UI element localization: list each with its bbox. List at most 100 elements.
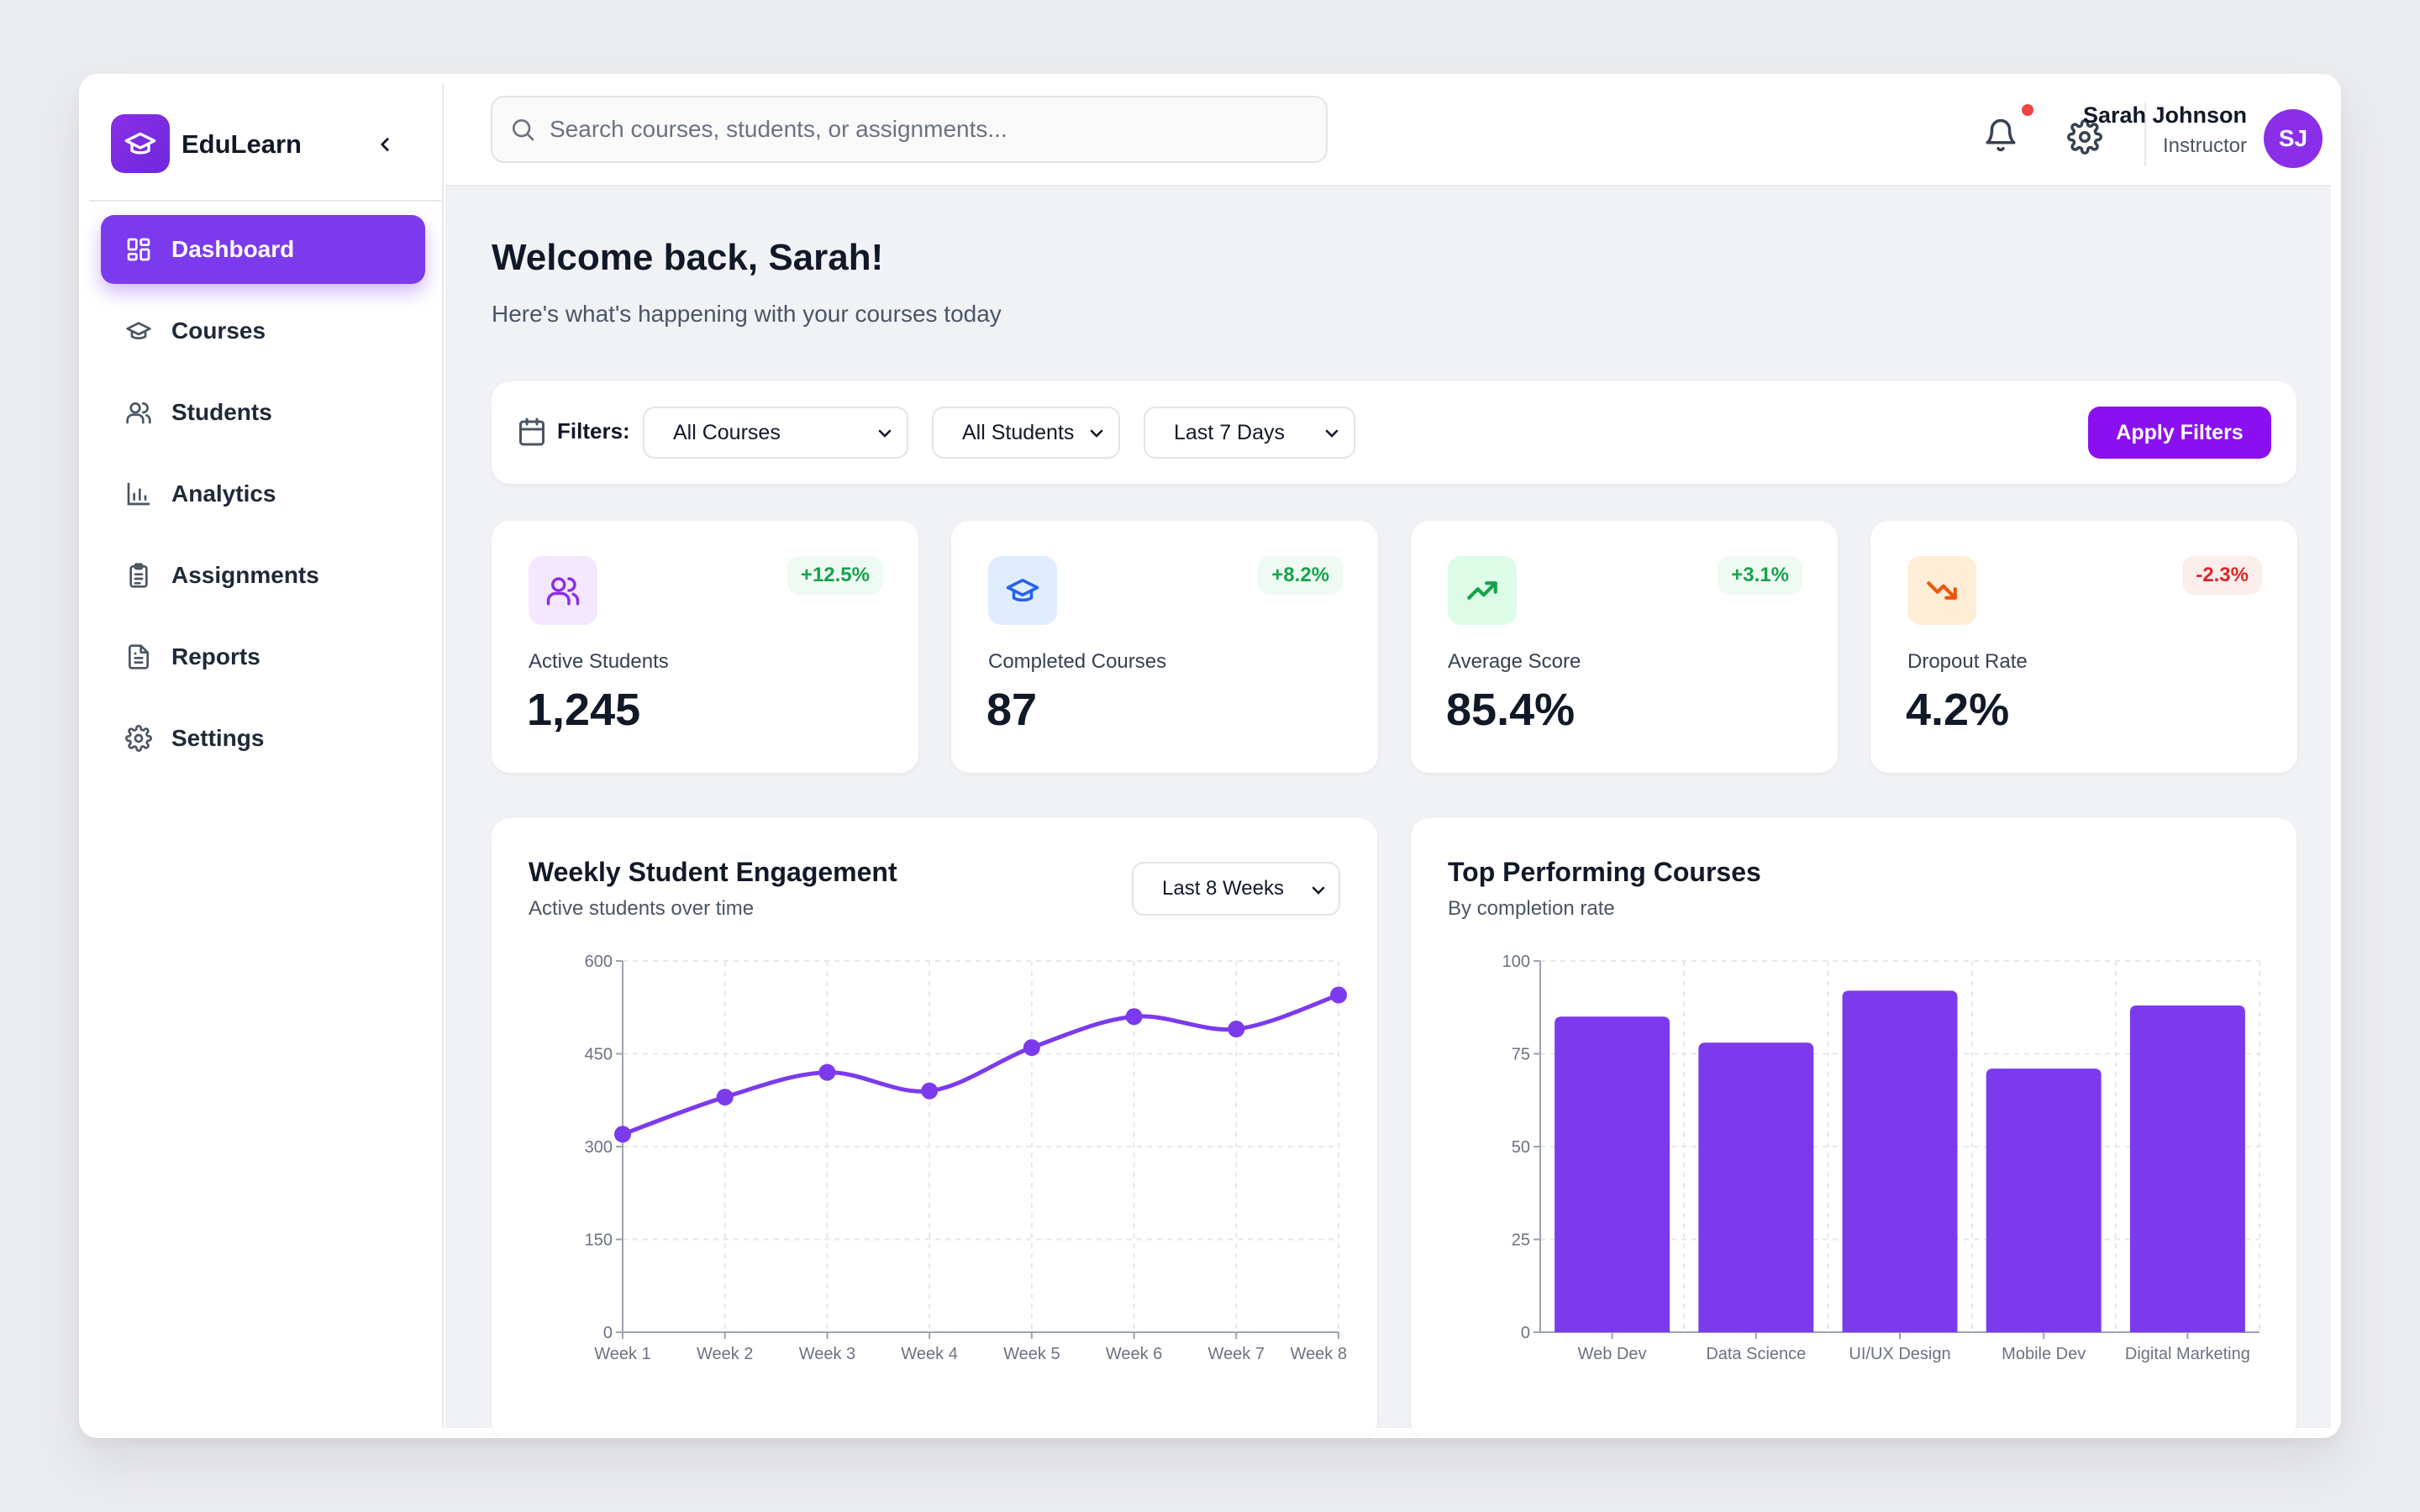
data-point	[1228, 1021, 1245, 1038]
top-bar: Sarah Johnson Instructor SJ	[445, 84, 2331, 186]
chart-title: Weekly Student Engagement	[529, 857, 897, 887]
bar	[1698, 1042, 1814, 1332]
stat-change-badge: -2.3%	[2182, 556, 2262, 595]
graduation-cap-icon	[988, 556, 1057, 625]
chevron-left-icon	[381, 138, 389, 151]
y-tick-label: 25	[1512, 1231, 1530, 1250]
users-icon	[124, 398, 153, 427]
sidebar-item-settings[interactable]: Settings	[101, 704, 425, 773]
sidebar-item-assignments[interactable]: Assignments	[101, 541, 425, 610]
students-filter-select[interactable]: All Students	[932, 407, 1120, 459]
stat-card-average-score: +3.1% Average Score 85.4%	[1411, 521, 1838, 773]
students-filter-value: All Students	[962, 420, 1075, 444]
data-point	[1330, 986, 1347, 1004]
search-icon	[513, 119, 534, 141]
bar	[2129, 1005, 2245, 1332]
engagement-chart-card: Weekly Student Engagement Active student…	[492, 818, 1377, 1438]
bell-icon	[1986, 118, 2016, 152]
engagement-range-select[interactable]: Last 8 Weeks	[1132, 862, 1340, 916]
x-tick-label: Mobile Dev	[2002, 1345, 2086, 1363]
x-tick-label: Week 3	[799, 1345, 855, 1363]
sidebar: EduLearn Dashboard Courses	[89, 84, 444, 1428]
data-point	[921, 1082, 939, 1100]
chevron-down-icon	[1312, 886, 1325, 895]
sidebar-item-label: Reports	[171, 643, 260, 669]
sidebar-item-reports[interactable]: Reports	[101, 622, 425, 691]
sidebar-item-courses[interactable]: Courses	[101, 297, 425, 365]
chart-title: Top Performing Courses	[1448, 857, 1761, 887]
chart-subtitle: By completion rate	[1448, 897, 1615, 920]
stat-change-badge: +3.1%	[1718, 556, 1802, 595]
apply-filters-button[interactable]: Apply Filters	[2088, 407, 2271, 459]
x-tick-label: Week 5	[1003, 1345, 1060, 1363]
y-tick-label: 300	[585, 1138, 613, 1157]
notification-dot	[2022, 104, 2033, 116]
stat-card-completed-courses: +8.2% Completed Courses 87	[951, 521, 1378, 773]
stat-value: 1,245	[527, 685, 641, 735]
stat-card-dropout-rate: -2.3% Dropout Rate 4.2%	[1870, 521, 2297, 773]
x-tick-label: Web Dev	[1578, 1345, 1647, 1363]
x-tick-label: Week 7	[1208, 1345, 1265, 1363]
y-tick-label: 100	[1502, 953, 1530, 971]
sidebar-item-analytics[interactable]: Analytics	[101, 459, 425, 528]
collapse-sidebar-button[interactable]	[366, 126, 403, 163]
x-tick-label: Week 1	[594, 1345, 650, 1363]
data-point	[1023, 1039, 1040, 1057]
stat-value: 4.2%	[1906, 685, 2010, 735]
top-courses-bar-chart: 0 25 50 75 100 Web Dev Data Science UI/UX Desig…	[1502, 953, 2260, 1363]
main-content: Welcome back, Sarah! Here's what's happe…	[445, 186, 2331, 1438]
users-icon	[529, 556, 597, 625]
calendar-icon	[519, 417, 544, 446]
y-tick-label: 0	[603, 1324, 613, 1342]
stat-change-badge: +8.2%	[1258, 556, 1343, 595]
stat-card-active-students: +12.5% Active Students 1,245	[492, 521, 918, 773]
course-filter-select[interactable]: All Courses	[643, 407, 908, 459]
app-window: EduLearn Dashboard Courses	[79, 74, 2341, 1438]
y-tick-label: 0	[1521, 1324, 1530, 1342]
sidebar-item-label: Assignments	[171, 562, 319, 588]
engagement-line-chart: 0 150 300 450 600 Week 1 Week 2 Week 3 Week 4 Wee…	[585, 953, 1347, 1363]
user-name: Sarah Johnson	[2082, 102, 2247, 128]
bar-chart-icon	[124, 480, 153, 508]
trending-down-icon	[1907, 556, 1976, 625]
graduation-cap-icon	[124, 317, 153, 345]
y-tick-label: 450	[585, 1046, 613, 1064]
y-tick-label: 50	[1512, 1138, 1530, 1157]
gear-icon	[124, 724, 153, 753]
trending-up-icon	[1448, 556, 1517, 625]
x-tick-label: Week 2	[697, 1345, 753, 1363]
date-range-value: Last 7 Days	[1174, 420, 1286, 444]
sidebar-item-label: Students	[171, 399, 272, 425]
y-tick-label: 600	[585, 953, 613, 971]
avatar[interactable]: SJ	[2264, 109, 2323, 168]
dashboard-icon	[124, 235, 153, 264]
logo-icon	[111, 114, 170, 173]
settings-button[interactable]	[2067, 119, 2104, 156]
bar	[1986, 1068, 2102, 1332]
chevron-down-icon	[878, 429, 892, 438]
app-name: EduLearn	[182, 129, 302, 159]
stat-value: 85.4%	[1446, 685, 1576, 735]
stat-label: Active Students	[529, 650, 669, 673]
stat-value: 87	[986, 685, 1038, 735]
sidebar-item-label: Courses	[171, 318, 266, 344]
page-subtitle: Here's what's happening with your course…	[492, 301, 1002, 327]
chevron-down-icon	[1325, 429, 1339, 438]
bar	[1842, 990, 1958, 1332]
file-text-icon	[124, 643, 153, 671]
stat-label: Completed Courses	[988, 650, 1167, 673]
filters-label: Filters:	[557, 418, 630, 444]
notifications-button[interactable]	[1983, 118, 2022, 156]
sidebar-item-dashboard[interactable]: Dashboard	[101, 215, 425, 284]
data-point	[818, 1063, 836, 1081]
sidebar-item-students[interactable]: Students	[101, 378, 425, 447]
search-bar	[491, 96, 1328, 163]
gear-icon	[2067, 119, 2102, 155]
date-range-select[interactable]: Last 7 Days	[1144, 407, 1355, 459]
page-title: Welcome back, Sarah!	[492, 237, 884, 278]
course-filter-value: All Courses	[673, 420, 781, 444]
stat-label: Average Score	[1448, 650, 1581, 673]
search-input[interactable]	[550, 116, 1306, 143]
x-tick-label: Week 8	[1291, 1345, 1347, 1363]
chart-subtitle: Active students over time	[529, 897, 755, 920]
